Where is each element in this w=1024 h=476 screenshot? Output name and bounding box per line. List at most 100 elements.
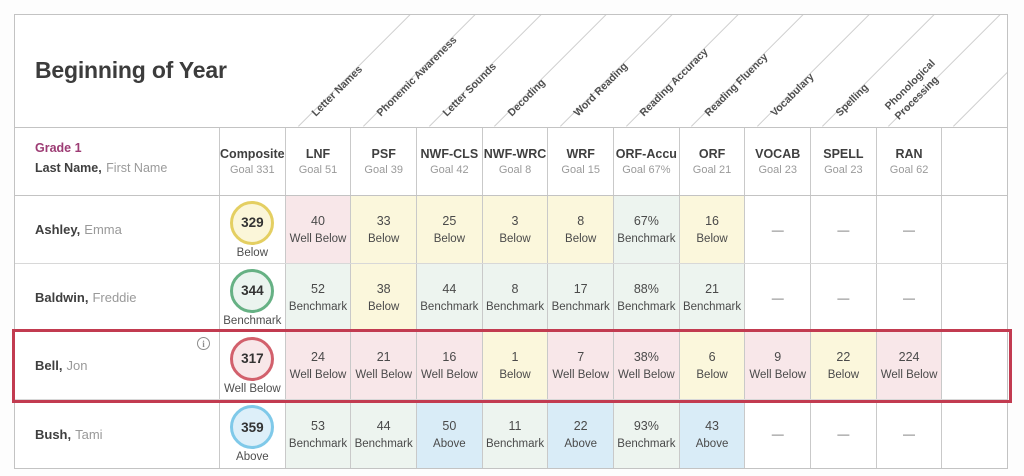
column-header-ran[interactable]: RAN Goal 62 bbox=[875, 128, 942, 195]
score-cell[interactable]: 8 Benchmark bbox=[481, 264, 548, 331]
score-cell[interactable]: 21 Well Below bbox=[350, 332, 417, 399]
score-level-label: Below bbox=[696, 233, 728, 245]
composite-score-cell[interactable]: 344 Benchmark bbox=[220, 264, 285, 331]
score-level-label: Well Below bbox=[289, 233, 347, 245]
column-goal: Goal 331 bbox=[230, 164, 275, 176]
column-header-lnf[interactable]: LNF Goal 51 bbox=[284, 128, 351, 195]
score-level-label: Well Below bbox=[421, 369, 478, 381]
column-abbr: NWF-CLS bbox=[420, 147, 479, 161]
score-cell[interactable]: 224 Well Below bbox=[875, 332, 942, 399]
score-value: 44 bbox=[376, 418, 391, 433]
score-cell[interactable]: 17 Benchmark bbox=[547, 264, 614, 331]
column-abbr: NWF-WRC bbox=[483, 147, 547, 161]
score-cell[interactable]: 44 Benchmark bbox=[350, 400, 417, 468]
grade-label: Grade 1 bbox=[35, 141, 82, 155]
column-abbr: Composite bbox=[220, 147, 285, 161]
score-level-label: Benchmark bbox=[354, 437, 413, 450]
score-value: 22 bbox=[836, 350, 851, 364]
column-header-wrf[interactable]: WRF Goal 15 bbox=[547, 128, 613, 195]
score-cell[interactable]: 33 Below bbox=[350, 196, 417, 263]
column-header-vocab[interactable]: VOCAB Goal 23 bbox=[744, 128, 810, 195]
diagonal-header-label: Spelling bbox=[833, 81, 872, 119]
table-row[interactable]: Bell, Jon i 317 Well Below 24 Well Below 21 Well… bbox=[15, 332, 1008, 400]
score-cell[interactable]: 40 Well Below bbox=[284, 196, 351, 263]
score-value: 24 bbox=[311, 350, 325, 364]
composite-level-label: Above bbox=[236, 451, 269, 463]
student-last-name: Bush, bbox=[35, 426, 72, 442]
score-cell[interactable]: 43 Above bbox=[678, 400, 745, 468]
score-cell[interactable]: 44 Benchmark bbox=[416, 264, 482, 331]
score-cell[interactable]: 25 Below bbox=[416, 196, 482, 263]
student-name-cell[interactable]: Ashley, Emma bbox=[15, 196, 220, 263]
table-row[interactable]: Baldwin, Freddie 344 Benchmark 52 Benchmark 38… bbox=[15, 264, 1008, 332]
score-value: 11 bbox=[508, 418, 522, 433]
student-name-cell[interactable]: Bush, Tami bbox=[15, 400, 220, 468]
score-cell[interactable]: 52 Benchmark bbox=[284, 264, 351, 331]
composite-score-cell[interactable]: 317 Well Below bbox=[220, 332, 285, 399]
score-cell[interactable]: 22 Below bbox=[810, 332, 876, 399]
score-cell[interactable]: 7 Well Below bbox=[547, 332, 614, 399]
student-name-cell[interactable]: Bell, Jon i bbox=[15, 332, 220, 399]
score-value: 17 bbox=[573, 282, 588, 296]
column-abbr: ORF-Accu bbox=[615, 147, 677, 161]
column-goal: Goal 51 bbox=[298, 164, 338, 176]
score-cell[interactable]: 38% Well Below bbox=[613, 332, 679, 399]
composite-score-cell[interactable]: 359 Above bbox=[220, 400, 285, 468]
score-cell[interactable]: 21 Benchmark bbox=[678, 264, 745, 331]
score-value: 8 bbox=[511, 282, 519, 296]
info-icon[interactable]: i bbox=[197, 337, 210, 350]
score-value: 21 bbox=[376, 350, 391, 364]
column-header-orf[interactable]: ORF Goal 21 bbox=[678, 128, 745, 195]
score-cell[interactable]: 38 Below bbox=[350, 264, 417, 331]
score-cell[interactable]: 50 Above bbox=[416, 400, 482, 468]
score-value: 53 bbox=[311, 418, 325, 433]
score-cell[interactable]: 16 Below bbox=[678, 196, 745, 263]
table-row[interactable]: Bush, Tami 359 Above 53 Benchmark 44 Benchmark 5… bbox=[15, 400, 1008, 468]
column-abbr: PSF bbox=[371, 147, 396, 161]
score-cell[interactable]: 3 Below bbox=[481, 196, 548, 263]
composite-score-cell[interactable]: 329 Below bbox=[220, 196, 285, 263]
score-cell[interactable]: 1 Below bbox=[481, 332, 548, 399]
composite-level-label: Benchmark bbox=[223, 314, 282, 327]
name-column-header: Grade 1 Last Name, First Name bbox=[15, 128, 220, 195]
score-cell[interactable]: 93% Benchmark bbox=[613, 400, 679, 468]
diagonal-header-label: Reading Accuracy bbox=[637, 46, 711, 119]
score-cell: — bbox=[744, 264, 811, 331]
score-level-label: Well Below bbox=[355, 369, 413, 381]
score-value: — bbox=[771, 290, 784, 305]
score-cell[interactable]: 88% Benchmark bbox=[613, 264, 679, 331]
student-first-name: Tami bbox=[75, 426, 103, 442]
score-cell: — bbox=[810, 400, 876, 468]
score-level-label: Well Below bbox=[749, 369, 807, 381]
column-header-spell[interactable]: SPELL Goal 23 bbox=[810, 128, 876, 195]
column-goal: Goal 42 bbox=[430, 164, 469, 176]
table-row[interactable]: Ashley, Emma 329 Below 40 Well Below 33 Below 25… bbox=[15, 196, 1008, 264]
score-cell[interactable]: 16 Well Below bbox=[416, 332, 482, 399]
diagonal-header-label: Decoding bbox=[505, 76, 549, 119]
score-value: — bbox=[771, 427, 784, 441]
column-header-row: Grade 1 Last Name, First Name Composite G… bbox=[15, 128, 1007, 196]
column-header-nwf-cls[interactable]: NWF-CLS Goal 42 bbox=[416, 128, 482, 195]
column-header-orf-accu[interactable]: ORF-Accu Goal 67% bbox=[613, 128, 679, 195]
student-last-name: Baldwin, bbox=[35, 290, 89, 305]
score-level-label: Benchmark bbox=[551, 301, 610, 313]
score-value: 33 bbox=[376, 214, 391, 228]
column-header-composite[interactable]: Composite Goal 331 bbox=[220, 128, 285, 195]
student-name-cell[interactable]: Baldwin, Freddie bbox=[15, 264, 220, 331]
score-cell[interactable]: 67% Benchmark bbox=[613, 196, 679, 263]
score-cell[interactable]: 6 Below bbox=[678, 332, 745, 399]
column-header-psf[interactable]: PSF Goal 39 bbox=[350, 128, 416, 195]
score-value: — bbox=[837, 290, 850, 305]
score-cell[interactable]: 9 Well Below bbox=[744, 332, 811, 399]
column-goal: Goal 67% bbox=[622, 164, 671, 176]
score-cell[interactable]: 24 Well Below bbox=[284, 332, 351, 399]
score-level-label: Benchmark bbox=[617, 233, 676, 245]
score-cell[interactable]: 8 Below bbox=[547, 196, 614, 263]
score-cell[interactable]: 11 Benchmark bbox=[481, 400, 548, 468]
score-level-label: Above bbox=[564, 437, 597, 450]
score-cell[interactable]: 53 Benchmark bbox=[284, 400, 351, 468]
column-header-nwf-wrc[interactable]: NWF-WRC Goal 8 bbox=[481, 128, 548, 195]
column-goal: Goal 23 bbox=[758, 164, 797, 176]
score-cell[interactable]: 22 Above bbox=[547, 400, 614, 468]
